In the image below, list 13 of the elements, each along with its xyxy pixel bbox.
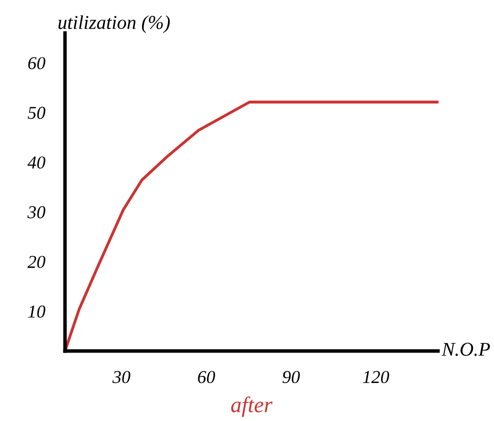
y-tick-label: 60 (28, 57, 46, 70)
text: after (231, 396, 273, 417)
y-tick-label: 20 (28, 256, 46, 268)
y-axis-title: utilization (%) (58, 15, 170, 33)
x-tick-label: 120 (362, 370, 390, 384)
x-tick-label: 90 (282, 370, 300, 384)
y-tick-label: 10 (28, 306, 46, 318)
x-tick-label: 30 (112, 370, 130, 384)
x-axis-title: N.O.P (442, 342, 490, 356)
x-tick-label: 60 (198, 370, 216, 384)
y-tick-label: 40 (28, 156, 46, 169)
y-tick-label: 30 (27, 206, 46, 218)
y-tick-label: 50 (28, 106, 46, 119)
